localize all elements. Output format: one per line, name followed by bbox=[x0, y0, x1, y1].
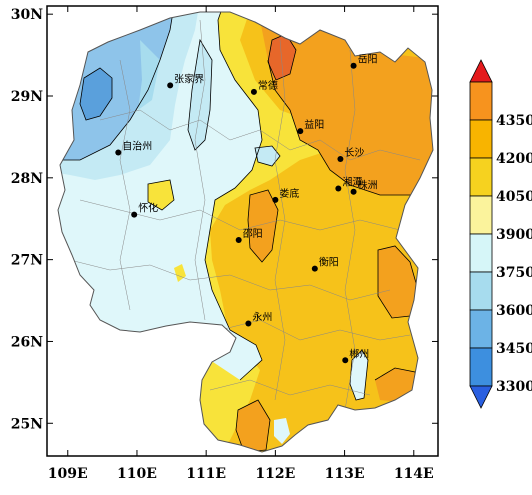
fill-deep-blue bbox=[80, 68, 112, 120]
city-label: 张家界 bbox=[174, 72, 204, 85]
colorbar-bin bbox=[469, 233, 493, 273]
colorbar-bottom-triangle bbox=[469, 385, 493, 409]
colorbar-bin bbox=[469, 347, 493, 387]
province-outline bbox=[57, 11, 434, 453]
city-dot bbox=[131, 211, 138, 218]
fill-small-blue bbox=[255, 146, 280, 166]
colorbar-label: 4050 bbox=[496, 189, 532, 205]
colorbar-bin bbox=[469, 309, 493, 349]
city-dot bbox=[245, 320, 252, 327]
y-axis: 30N 29N 28N 27N 26N 25N bbox=[11, 7, 438, 432]
city-label: 岳阳 bbox=[358, 54, 378, 66]
fill-cyan-bottom bbox=[274, 418, 290, 444]
fill-orange-e bbox=[378, 246, 418, 318]
x-tick-label: 111E bbox=[186, 466, 226, 482]
x-axis: 109E 110E 111E 112E 113E 114E bbox=[48, 6, 434, 482]
colorbar-label: 4350 bbox=[496, 113, 532, 129]
y-tick-label: 28N bbox=[11, 171, 43, 187]
x-tick-label: 110E bbox=[117, 466, 157, 482]
city-label: 常德 bbox=[258, 79, 278, 92]
colorbar-bin bbox=[469, 157, 493, 197]
y-tick-label: 26N bbox=[11, 334, 43, 350]
city-dot bbox=[115, 149, 122, 156]
colorbar-bin bbox=[469, 81, 493, 121]
colorbar-bin bbox=[469, 119, 493, 159]
colorbar-label: 3750 bbox=[496, 265, 532, 281]
colorbar-label: 3450 bbox=[496, 341, 532, 357]
city-dot bbox=[337, 156, 344, 162]
y-tick-label: 30N bbox=[11, 7, 43, 23]
city-label: 怀化 bbox=[138, 202, 158, 215]
city-dot bbox=[235, 237, 242, 243]
city-dot bbox=[350, 62, 357, 69]
city-label: 娄底 bbox=[279, 187, 299, 200]
city-label: 永州 bbox=[252, 310, 272, 323]
colorbar-bin bbox=[469, 271, 493, 311]
colorbar-label: 4200 bbox=[496, 151, 532, 167]
city-dot bbox=[272, 196, 279, 203]
city-dot bbox=[297, 128, 304, 135]
city-dot bbox=[250, 88, 257, 95]
y-tick-label: 27N bbox=[11, 253, 43, 269]
city-label: 湘潭 bbox=[342, 175, 362, 188]
x-tick-label: 114E bbox=[394, 466, 434, 482]
fill-orange-s bbox=[236, 400, 270, 452]
x-tick-label: 109E bbox=[48, 466, 88, 482]
fill-orange-center bbox=[248, 190, 278, 262]
colorbar: 4350 4200 4050 3900 3750 3600 3450 3300 bbox=[469, 59, 532, 409]
city-label: 邵阳 bbox=[243, 228, 263, 240]
colorbar-label: 3600 bbox=[496, 303, 532, 319]
city-label: 株洲 bbox=[358, 179, 378, 192]
city-label: 益阳 bbox=[304, 118, 324, 131]
fill-cyan-finger bbox=[350, 350, 368, 400]
y-tick-label: 25N bbox=[11, 416, 43, 432]
colorbar-label: 3900 bbox=[496, 227, 532, 243]
plot-frame bbox=[46, 5, 439, 457]
city-label: 长沙 bbox=[344, 147, 364, 159]
city-label: 自治州 bbox=[122, 139, 152, 152]
fill-yellow-blob bbox=[148, 180, 174, 210]
colorbar-top-triangle bbox=[469, 59, 493, 83]
x-tick-label: 112E bbox=[255, 466, 295, 482]
city-dot bbox=[167, 82, 174, 89]
fill-orange-ne bbox=[260, 20, 433, 195]
fill-central-column bbox=[188, 40, 212, 150]
y-tick-label: 29N bbox=[11, 89, 43, 105]
fill-blue-streak bbox=[138, 40, 160, 110]
x-tick-label: 113E bbox=[325, 466, 365, 482]
city-dot bbox=[311, 265, 318, 272]
city-label: 郴州 bbox=[349, 347, 369, 360]
city-dot bbox=[335, 185, 342, 192]
city-dot bbox=[342, 357, 349, 364]
colorbar-label: 3300 bbox=[496, 379, 532, 395]
city-label: 衡阳 bbox=[319, 257, 339, 269]
fill-red-blob bbox=[268, 34, 296, 80]
colorbar-bin bbox=[469, 195, 493, 235]
city-dot bbox=[350, 188, 357, 195]
